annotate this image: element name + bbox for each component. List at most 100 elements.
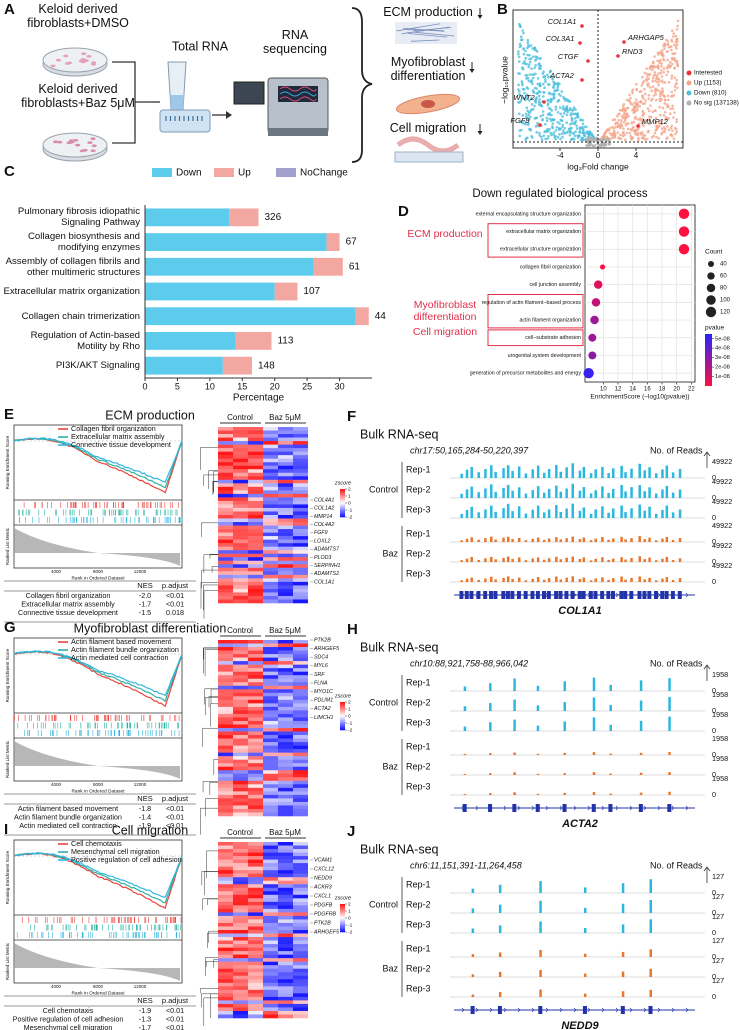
heatmap-cell (218, 518, 233, 523)
heatmap-cell (218, 784, 233, 789)
volcano-point (527, 79, 530, 82)
coverage-peak (638, 463, 641, 478)
colorbar-segment (340, 724, 345, 727)
coverage-peak (536, 725, 540, 731)
heatmap-cell (278, 536, 293, 540)
volcano-point (552, 92, 556, 96)
heatmap-cell (263, 444, 278, 449)
table-padj: <0.01 (166, 599, 184, 608)
heatmap-cell (248, 887, 263, 892)
volcano-point (538, 131, 541, 135)
migration-icon (396, 136, 460, 154)
heatmap-cell (263, 490, 278, 495)
volcano-point (635, 82, 638, 86)
heatmap-cell (293, 728, 308, 732)
scale-min-label: 0 (712, 888, 716, 897)
table-term: Connective tissue development (18, 608, 118, 617)
colorbar-segment (340, 717, 345, 720)
coverage-peak (612, 578, 615, 582)
volcano-point (643, 102, 647, 105)
heatmap-cell (293, 472, 308, 477)
heatmap-cell (233, 515, 248, 519)
heatmap-cell (278, 866, 293, 871)
heatmap-cell (233, 894, 248, 899)
gene-label: ARHGEF5 (313, 929, 339, 935)
volcano-point (664, 115, 668, 119)
volcano-point (654, 98, 658, 102)
dot (600, 264, 606, 270)
volcano-point (565, 121, 568, 124)
gene-label: RND3 (622, 47, 643, 56)
colorbar-segment (340, 497, 345, 500)
volcano-point (606, 136, 610, 140)
colorbar-segment (340, 515, 345, 518)
volcano-point (618, 108, 622, 112)
heatmap-cell (248, 564, 263, 569)
scale-max-label: 49922 (712, 561, 732, 570)
coverage-peak (571, 576, 575, 582)
heatmap-cell (233, 427, 248, 431)
scale-max-label: 49922 (712, 457, 732, 466)
heatmap-cell (248, 989, 263, 994)
coverage-peak (536, 685, 540, 691)
heatmap-cell (263, 546, 278, 551)
colorbar-segment (340, 716, 345, 718)
heatmap-cell (248, 1007, 263, 1012)
volcano-point (666, 58, 669, 62)
heatmap-cell (263, 780, 278, 785)
heatmap-cell (293, 430, 308, 435)
coverage-peak (661, 489, 664, 498)
heatmap-cell (248, 581, 263, 586)
volcano-point (663, 81, 667, 84)
heatmap-cell (293, 749, 308, 753)
heatmap-cell (233, 668, 248, 672)
heatmap-cell (218, 647, 233, 651)
heatmap-cell (218, 497, 233, 502)
enrichment-curve (14, 437, 183, 489)
heatmap-cell (248, 682, 263, 687)
coverage-peak (536, 505, 540, 518)
volcano-point (518, 129, 522, 132)
volcano-point (624, 138, 627, 142)
heatmap-cell (293, 773, 308, 778)
coverage-peak (547, 509, 551, 518)
volcano-point (663, 47, 666, 50)
volcano-point (642, 111, 646, 115)
heatmap-cell (218, 887, 233, 892)
gene-label: MMP12 (642, 117, 669, 126)
heatmap-cell (263, 427, 278, 431)
volcano-point (542, 134, 546, 138)
heatmap-cell (248, 578, 263, 583)
legend-swatch (152, 168, 172, 177)
volcano-point (521, 61, 525, 65)
heatmap-cell (263, 511, 278, 516)
coverage-peak (542, 579, 546, 582)
heatmap-cell (278, 787, 293, 792)
gene-label: PTK2B (314, 920, 331, 926)
heatmap-cell (218, 430, 233, 435)
heatmap-cell (293, 863, 308, 867)
heatmap-cell (278, 958, 293, 962)
term-label: regulation of actin filament−based proce… (482, 300, 582, 306)
volcano-point (553, 96, 556, 100)
x-axis-label: EnrichmentScore (−log10(pvalue)) (590, 394, 689, 401)
coverage-peak (484, 469, 487, 478)
colorbar-segment (340, 713, 345, 715)
heatmap-cell (263, 996, 278, 1001)
heatmap-cell (233, 448, 248, 452)
strand-chevron (475, 805, 479, 811)
volcano-point (569, 108, 572, 112)
heatmap-cell (233, 504, 248, 509)
volcano-point (559, 137, 562, 141)
volcano-point (667, 80, 671, 84)
heatmap-cell (248, 975, 263, 980)
annotation-label: Cell migration (412, 325, 478, 338)
coverage-peak (665, 505, 669, 518)
gene-label: FGF9 (510, 116, 530, 125)
strand-chevron (657, 1007, 661, 1013)
heatmap-cell (233, 870, 248, 874)
reads-label: No. of Reads (650, 658, 703, 668)
volcano-point (527, 63, 531, 66)
heatmap-cell (293, 798, 308, 803)
heatmap-cell (248, 497, 263, 502)
